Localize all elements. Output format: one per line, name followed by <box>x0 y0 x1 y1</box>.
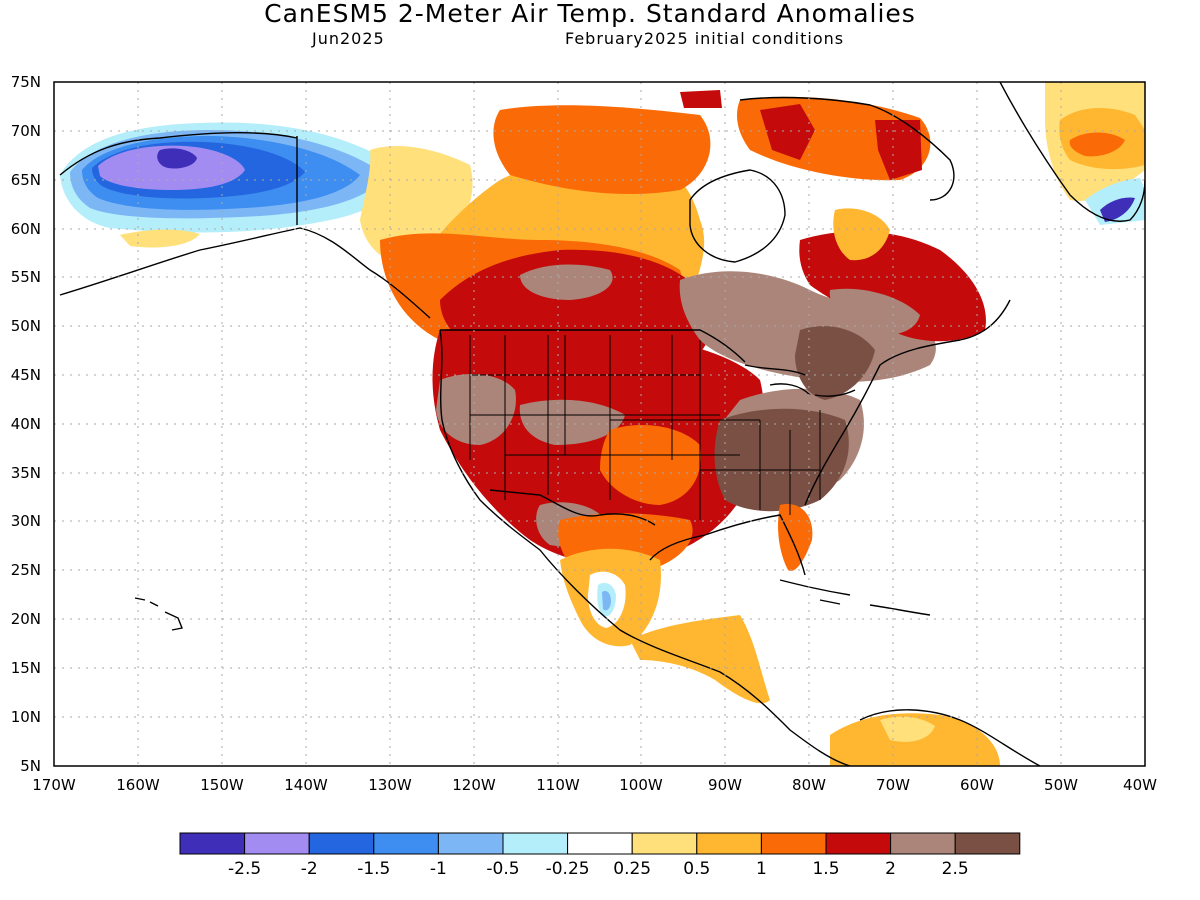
colorbar-swatch <box>954 832 1021 855</box>
colorbar-swatch <box>179 832 246 855</box>
lat-tick: 70N <box>11 122 41 140</box>
anomaly-shading <box>60 82 1145 766</box>
lon-tick: 100W <box>619 776 663 794</box>
colorbar-label: 0.25 <box>613 859 651 879</box>
lat-tick: 20N <box>11 610 41 628</box>
lat-tick: 5N <box>20 757 41 775</box>
alaska-coast <box>59 132 431 319</box>
us-canada-border <box>440 329 746 363</box>
lon-tick: 70W <box>876 776 910 794</box>
southern-plains-orange <box>600 425 701 505</box>
colorbar-label: -0.5 <box>486 859 519 879</box>
colorbar-swatch <box>567 832 633 855</box>
colorbar-label: -2 <box>301 859 318 879</box>
baffin-island <box>739 96 955 201</box>
colorbar-labels: -2.5 -2 -1.5 -1 -0.5 -0.25 0.25 0.5 1 1.… <box>228 859 969 879</box>
lon-tick-labels: 170W 160W 150W 140W 130W 120W 110W 100W … <box>32 776 1157 794</box>
caribbean-islands <box>779 579 931 616</box>
colorbar-swatch <box>308 832 375 855</box>
us-mexico-border <box>489 489 656 526</box>
lon-tick: 120W <box>452 776 496 794</box>
greenland-cool-core <box>1100 197 1135 222</box>
mid-atlantic-brown <box>795 326 875 400</box>
lat-tick: 30N <box>11 512 41 530</box>
lat-tick: 55N <box>11 268 41 286</box>
lon-tick: 40W <box>1123 776 1157 794</box>
colorbar-label: -2.5 <box>228 859 261 879</box>
colorbar-label: -0.25 <box>546 859 590 879</box>
colorbar-swatch <box>631 832 698 855</box>
colorbar-swatch <box>502 832 569 855</box>
graticule <box>54 82 1145 766</box>
lat-tick: 60N <box>11 220 41 238</box>
colorbar-label: 0.5 <box>683 859 710 879</box>
hudson-bay <box>689 169 786 263</box>
alaska-cool-core <box>157 148 197 169</box>
central-canada-taupe <box>520 264 613 300</box>
lat-tick: 40N <box>11 415 41 433</box>
east-taupe-north <box>829 288 920 335</box>
coastlines <box>59 82 1145 766</box>
gulf-coast <box>649 514 806 576</box>
colorbar-label: 1.5 <box>812 859 839 879</box>
lat-tick: 10N <box>11 708 41 726</box>
us-west-red <box>432 327 764 564</box>
lat-tick: 25N <box>11 561 41 579</box>
colorbar-label: -1.5 <box>357 859 390 879</box>
lon-tick: 50W <box>1044 776 1078 794</box>
colorbar-swatch <box>437 832 504 855</box>
lon-tick: 80W <box>792 776 826 794</box>
lat-tick: 50N <box>11 317 41 335</box>
greenland-coast <box>999 82 1145 222</box>
labrador-orange <box>833 208 890 261</box>
lat-tick: 65N <box>11 171 41 189</box>
lon-tick: 130W <box>368 776 412 794</box>
lat-tick-labels: 5N 10N 15N 20N 25N 30N 35N 40N 45N 50N 5… <box>11 73 41 775</box>
greenland-core-orange <box>1069 132 1125 157</box>
southeast-brown <box>714 408 849 512</box>
south-america-coast <box>859 709 1041 766</box>
south-america-lightyellow <box>880 716 935 742</box>
arctic-red-patches <box>680 90 922 180</box>
initial-conditions: February2025 initial conditions <box>565 29 845 48</box>
lon-tick: 160W <box>116 776 160 794</box>
four-corners-taupe <box>519 399 625 445</box>
colorbar-swatch <box>760 832 827 855</box>
lon-tick: 60W <box>960 776 994 794</box>
lon-tick: 150W <box>200 776 244 794</box>
map-frame <box>53 81 1146 767</box>
lon-tick: 170W <box>32 776 76 794</box>
canada-arctic-orange <box>493 105 711 195</box>
colorbar-swatch <box>825 832 892 855</box>
map-title: CanESM5 2-Meter Air Temp. Standard Anoma… <box>264 0 916 28</box>
great-lakes <box>744 364 856 397</box>
colorbar-label: 1 <box>756 859 767 879</box>
lat-tick: 35N <box>11 464 41 482</box>
west-coast <box>439 329 851 766</box>
lon-tick: 140W <box>284 776 328 794</box>
colorbar-swatch <box>696 832 762 855</box>
lon-tick: 90W <box>708 776 742 794</box>
central-america-yellow <box>630 615 770 704</box>
florida-orange <box>777 504 813 571</box>
colorbar-label: 2.5 <box>942 859 969 879</box>
valid-month: Jun2025 <box>312 29 385 48</box>
lat-tick: 45N <box>11 366 41 384</box>
colorbar-swatch <box>373 832 439 855</box>
mexico-cool-core <box>602 591 611 611</box>
hawaii <box>134 597 183 631</box>
lon-tick: 110W <box>536 776 580 794</box>
east-coast <box>804 299 1011 506</box>
colorbar <box>179 832 1021 855</box>
lat-tick: 15N <box>11 659 41 677</box>
colorbar-label: -1 <box>430 859 447 879</box>
colorbar-label: 2 <box>885 859 896 879</box>
alaska-south-yellow <box>120 229 200 248</box>
east-red <box>799 231 986 342</box>
lat-tick: 75N <box>11 73 41 91</box>
colorbar-swatch <box>244 832 310 855</box>
us-west-taupe <box>436 374 516 445</box>
colorbar-swatch <box>890 832 956 855</box>
